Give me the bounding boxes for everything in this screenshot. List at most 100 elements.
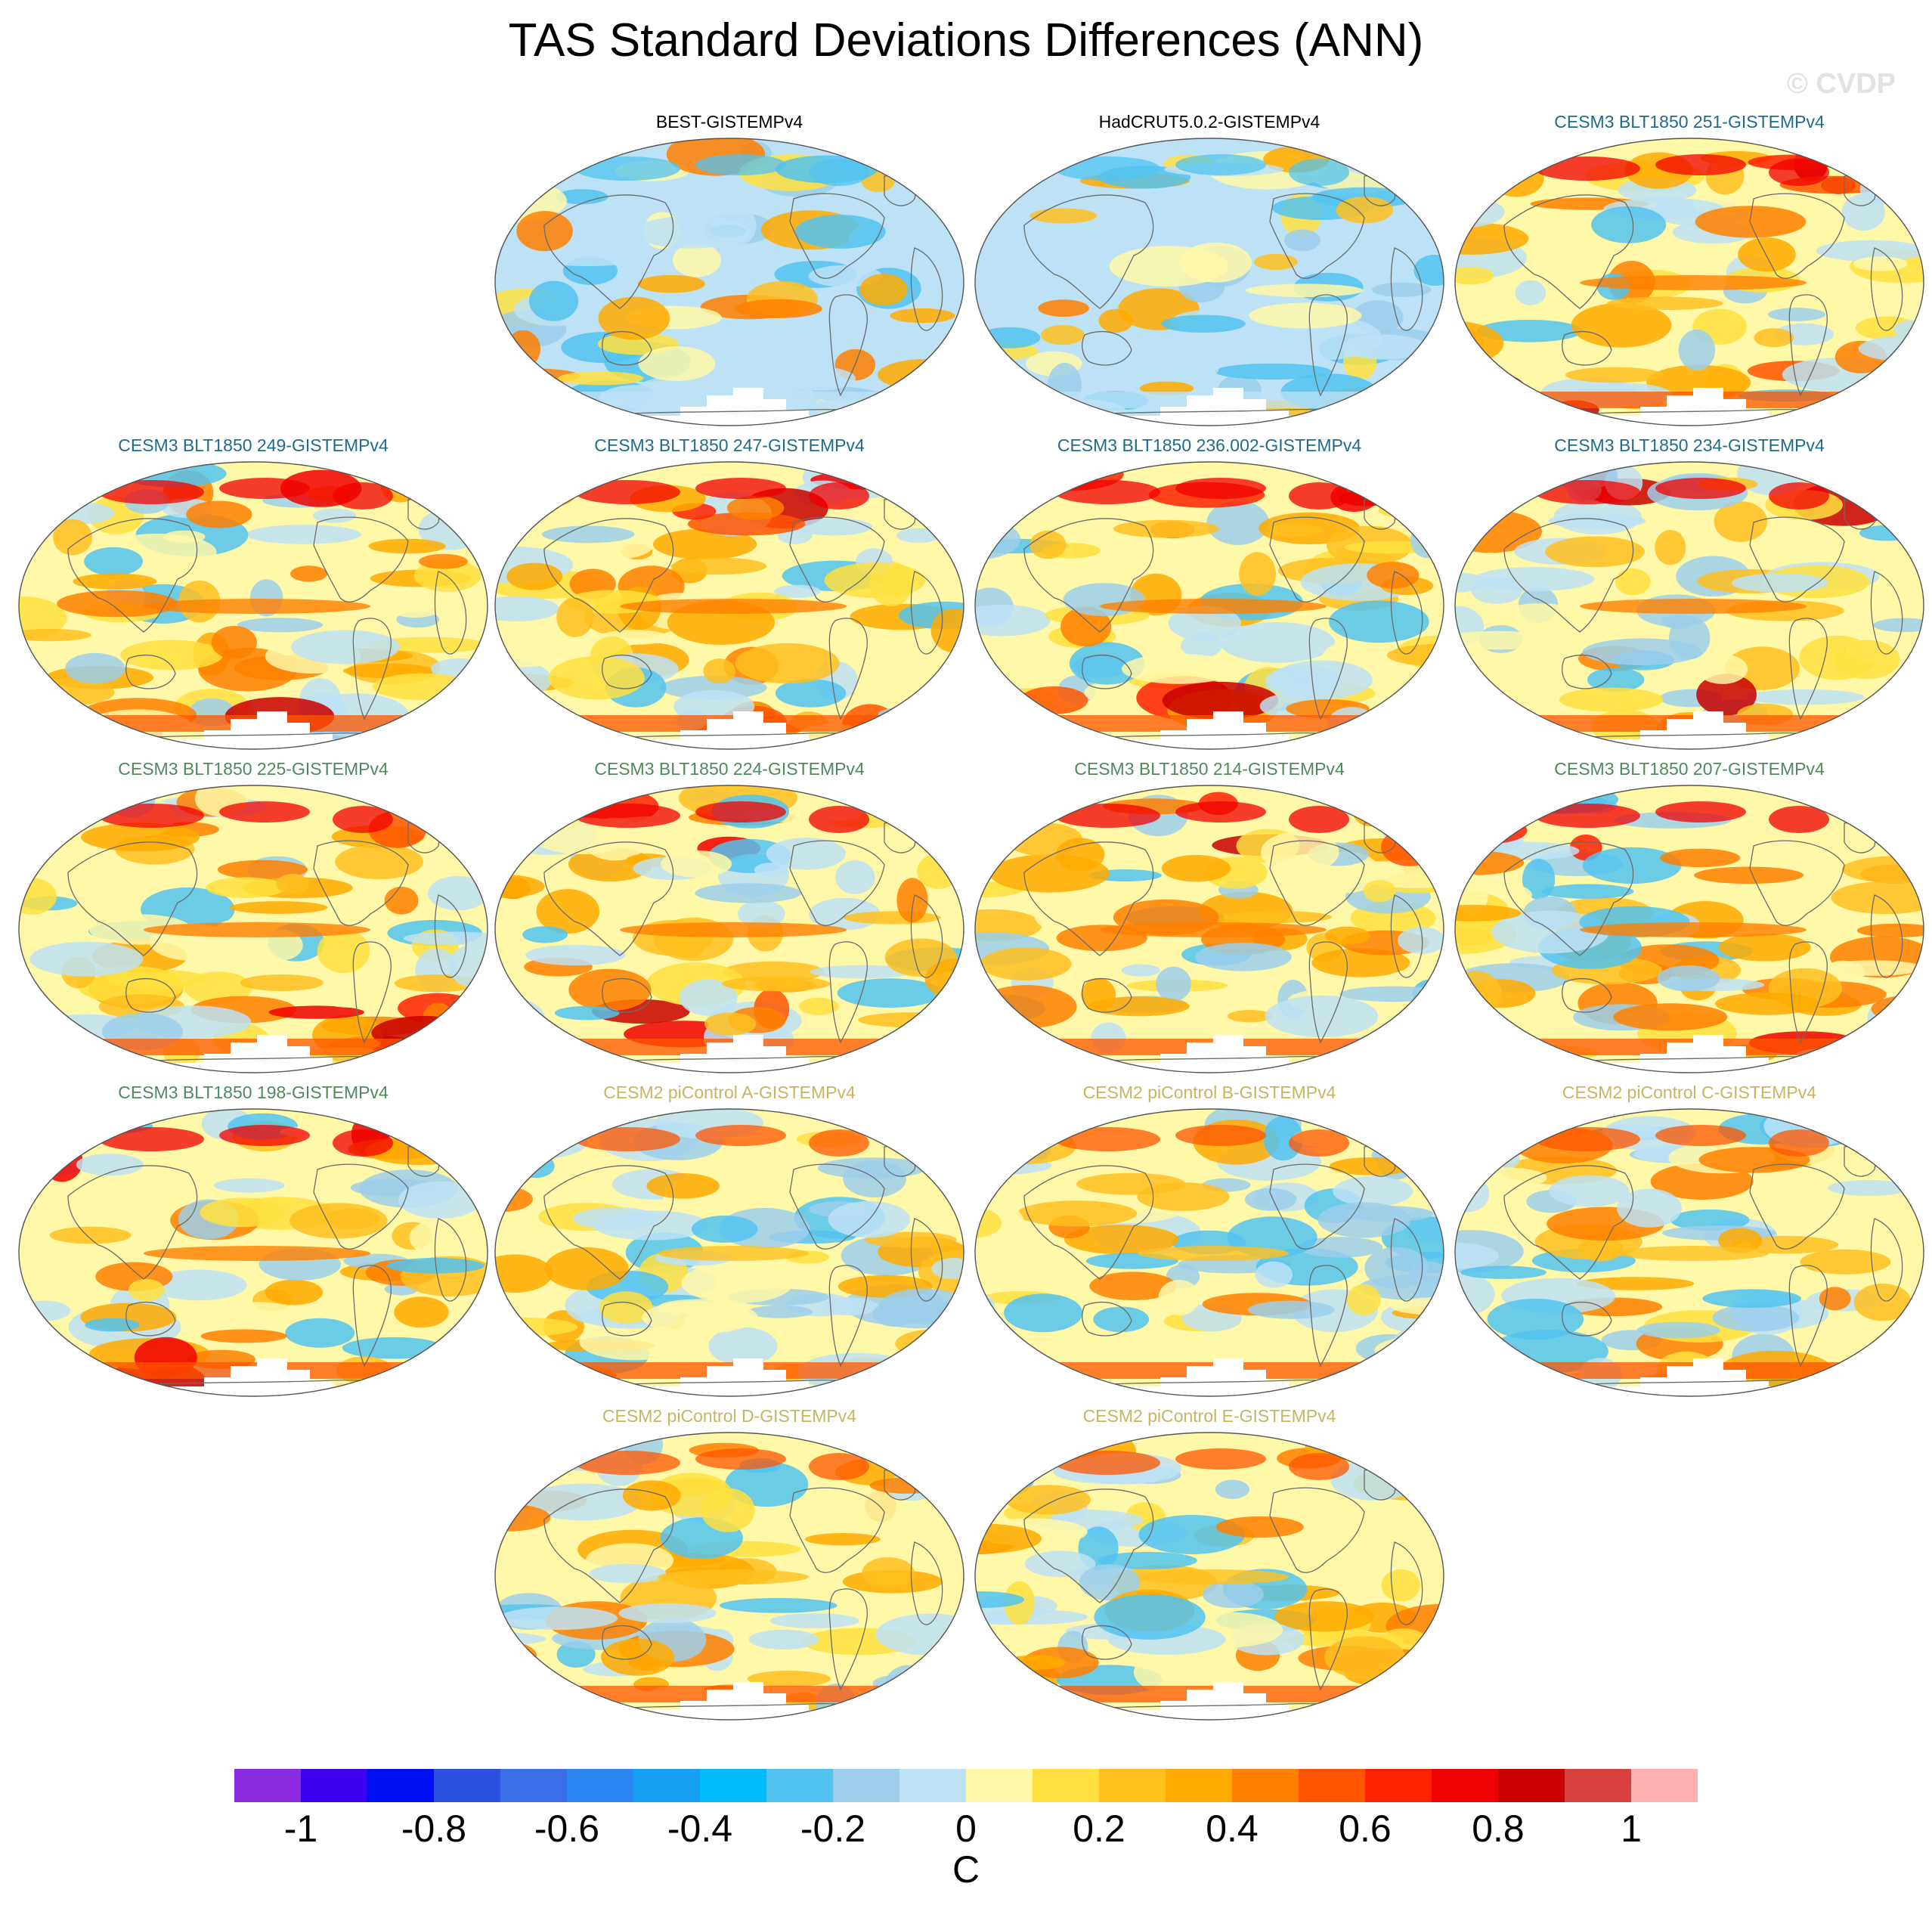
anomaly-patch xyxy=(1413,254,1444,287)
coastline xyxy=(1023,194,1154,309)
anomaly-patch xyxy=(495,596,559,622)
coastline xyxy=(313,840,409,926)
anomaly-patch xyxy=(1352,159,1396,173)
anomaly-patch xyxy=(537,253,638,266)
map-border xyxy=(18,1108,488,1397)
anomaly-patch xyxy=(911,803,964,816)
anomaly-patch xyxy=(150,1269,247,1301)
map-svg xyxy=(974,785,1444,1073)
anomaly-patch xyxy=(1038,299,1089,318)
map-panel: HadCRUT5.0.2-GISTEMPv4 xyxy=(971,112,1447,437)
equatorial-pacific-band xyxy=(1618,1246,1769,1261)
arctic-anomaly-patch xyxy=(1054,804,1160,828)
anomaly-patch xyxy=(1239,552,1276,596)
anomaly-patch xyxy=(285,1318,355,1348)
anomaly-patch xyxy=(529,280,579,321)
anomaly-patch xyxy=(1215,1479,1250,1499)
coastline xyxy=(1269,516,1365,602)
anomaly-patch xyxy=(1834,1369,1924,1389)
anomaly-patch xyxy=(88,914,192,945)
anomaly-patch xyxy=(1076,1172,1186,1195)
anomaly-patch xyxy=(1863,156,1924,187)
anomaly-patch xyxy=(708,1327,778,1365)
map-panel: CESM3 BLT1850 225-GISTEMPv4 xyxy=(15,759,491,1084)
anomaly-patch xyxy=(975,155,1032,190)
anomaly-patch xyxy=(434,1138,488,1166)
anomaly-patch xyxy=(265,1279,323,1306)
anomaly-patch xyxy=(1371,282,1432,297)
anomaly-patch xyxy=(895,1438,964,1475)
equatorial-pacific-band xyxy=(1100,599,1327,614)
anomaly-patch xyxy=(822,328,891,361)
anomaly-patch xyxy=(1345,153,1420,177)
anomaly-patch xyxy=(1355,1334,1420,1363)
coastline xyxy=(543,1488,674,1603)
map-border xyxy=(18,461,488,750)
anomaly-patch xyxy=(869,1477,946,1494)
anomaly-patch xyxy=(975,795,1000,816)
anomaly-patch xyxy=(1863,789,1924,830)
coastline xyxy=(602,654,652,689)
anomaly-patch xyxy=(719,1597,838,1613)
colorbar-tick-label: 1 xyxy=(1621,1807,1642,1850)
map-panel: CESM2 piControl D-GISTEMPv4 xyxy=(491,1406,968,1731)
anomaly-patch xyxy=(1339,986,1444,1002)
anomaly-patch xyxy=(1375,1041,1444,1073)
panel-title: HadCRUT5.0.2-GISTEMPv4 xyxy=(1098,112,1321,132)
polar-blank xyxy=(975,739,1444,749)
colorbar-swatch xyxy=(434,1769,501,1802)
arctic-anomaly-patch xyxy=(695,478,786,499)
anomaly-patch xyxy=(1587,668,1645,692)
anomaly-patch xyxy=(642,1301,758,1334)
polar-blank xyxy=(495,416,964,426)
map-border xyxy=(494,1432,964,1721)
anomaly-patch xyxy=(1455,1242,1499,1269)
anomaly-patch xyxy=(1375,138,1444,179)
anomaly-patch xyxy=(1386,643,1444,668)
anomaly-patch xyxy=(554,1005,620,1021)
robinson-map xyxy=(491,1429,968,1724)
anomaly-patch xyxy=(834,860,875,894)
anomaly-patch xyxy=(1455,266,1494,285)
arctic-anomaly-patch xyxy=(695,154,786,175)
panel-title: CESM2 piControl C-GISTEMPv4 xyxy=(1562,1083,1817,1102)
robinson-map xyxy=(491,135,968,429)
arctic-anomaly-patch xyxy=(1289,806,1349,833)
colorbar-swatch xyxy=(1432,1769,1499,1802)
anomaly-patch xyxy=(896,878,928,923)
anomaly-patch xyxy=(495,1436,525,1481)
map-border xyxy=(974,1432,1444,1721)
coastline xyxy=(543,841,674,956)
anomaly-patch xyxy=(1878,381,1924,394)
robinson-map xyxy=(15,458,491,753)
anomaly-patch xyxy=(1249,1534,1367,1554)
map-border xyxy=(974,461,1444,750)
coastline xyxy=(1788,294,1828,397)
colorbar-tick-label: 0.6 xyxy=(1339,1807,1392,1850)
anomaly-patch xyxy=(57,590,178,618)
coastline xyxy=(789,1163,885,1250)
coastline xyxy=(828,618,868,720)
anomaly-patch xyxy=(799,997,839,1015)
anomaly-patch xyxy=(775,679,847,708)
anomaly-patch xyxy=(1004,1674,1048,1719)
map-svg xyxy=(494,138,964,426)
polar-blank xyxy=(975,1710,1444,1720)
coastline xyxy=(1082,1625,1132,1660)
map-svg xyxy=(494,461,964,750)
arctic-anomaly-patch xyxy=(1054,1451,1160,1475)
coastline xyxy=(313,1163,409,1250)
anomaly-patch xyxy=(206,877,286,898)
anomaly-patch xyxy=(805,1533,881,1546)
colorbar-swatch xyxy=(833,1769,900,1802)
anomaly-patch xyxy=(1383,694,1416,735)
anomaly-patch xyxy=(1853,1284,1912,1321)
coastline xyxy=(828,294,868,397)
arctic-anomaly-patch xyxy=(1655,478,1746,499)
anomaly-patch xyxy=(1853,256,1908,271)
anomaly-patch xyxy=(1455,1336,1488,1352)
panel-title: CESM3 BLT1850 207-GISTEMPv4 xyxy=(1554,759,1825,779)
anomaly-patch xyxy=(980,947,1072,981)
coastline xyxy=(1562,654,1612,689)
anomaly-patch xyxy=(448,943,488,989)
